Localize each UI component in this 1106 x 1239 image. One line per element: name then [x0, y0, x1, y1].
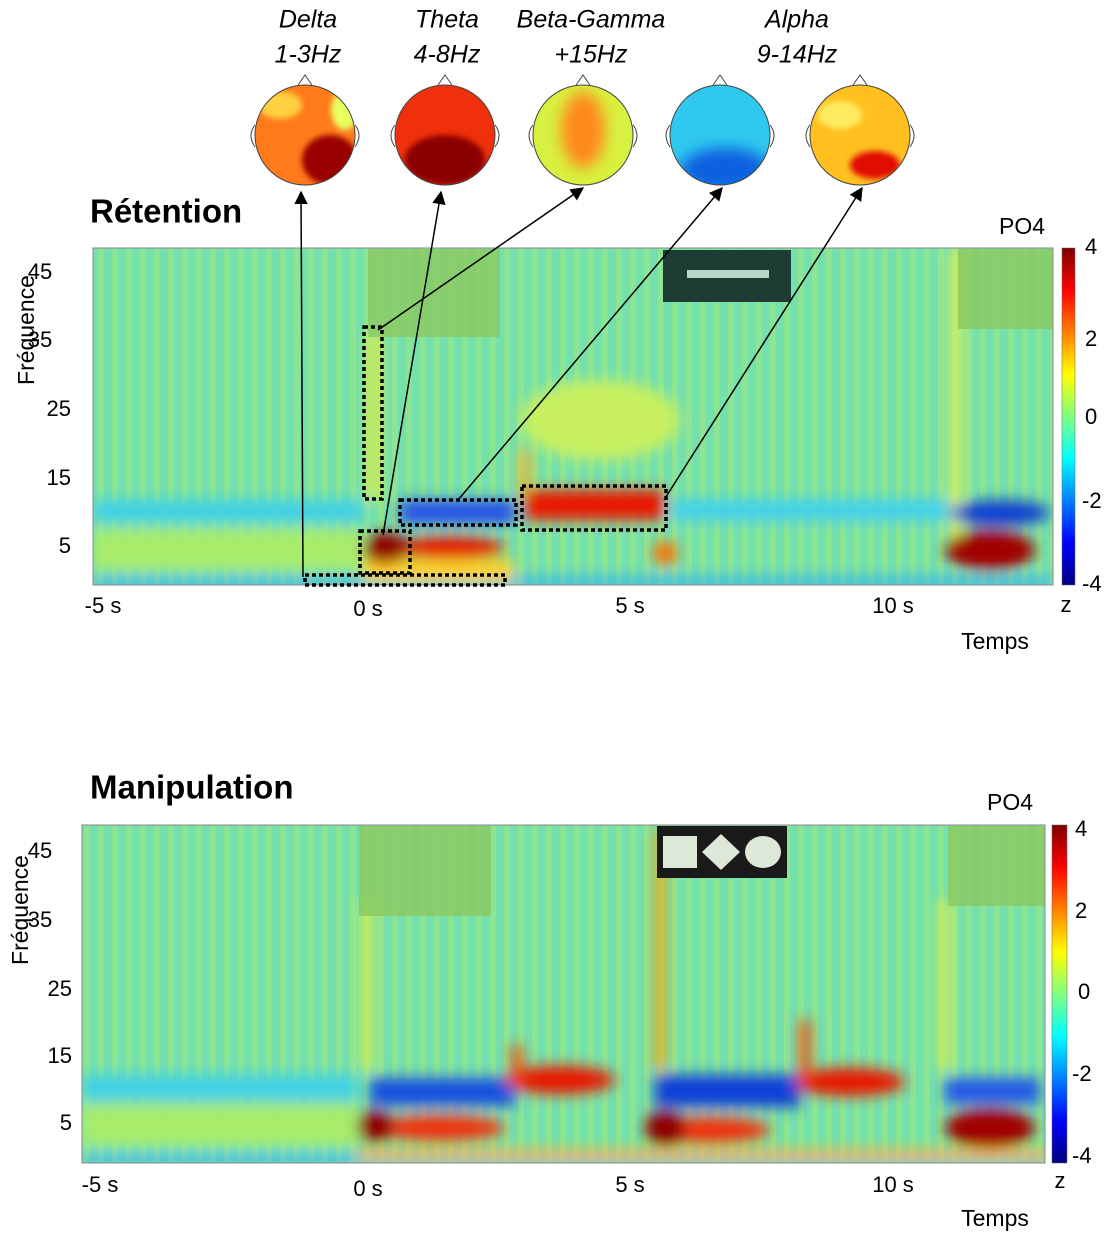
topomap-part-part — [405, 135, 485, 185]
colorbar-tick-label: -4 — [1082, 571, 1102, 596]
y-tick-label: 15 — [48, 1043, 72, 1068]
colorbar-tick-label: -4 — [1072, 1143, 1092, 1168]
topomap-part-part — [680, 148, 770, 192]
x-tick-label: -5 s — [82, 1172, 119, 1197]
heatmap-part-part — [800, 1020, 810, 1080]
heatmap-part — [958, 249, 1053, 329]
band-range: 9-14Hz — [757, 41, 838, 69]
colorbar-tick-label: 4 — [1075, 816, 1087, 841]
heatmap-part-part — [93, 500, 363, 522]
heatmap-part-part — [82, 1105, 357, 1145]
heatmap-part — [687, 270, 769, 278]
band-range: 1-3Hz — [275, 41, 342, 69]
heatmap — [82, 825, 1048, 1163]
y-tick-label: 15 — [47, 465, 71, 490]
topomap-part — [665, 80, 775, 192]
heatmap-part-part — [945, 1108, 1035, 1148]
heatmap-part-part — [645, 1110, 685, 1146]
band-range: +15Hz — [555, 41, 628, 69]
heatmap-part-part — [512, 1045, 522, 1085]
x-tick-label: 10 s — [872, 1172, 914, 1197]
x-tick-label: -5 s — [85, 593, 122, 618]
topomap-part-part — [302, 135, 358, 185]
topomap — [250, 75, 915, 192]
colorbar-tick-label: 0 — [1085, 404, 1097, 429]
heatmap-part-part — [525, 490, 665, 520]
x-tick-label: 5 s — [615, 593, 644, 618]
heatmap-part-part — [653, 541, 677, 565]
channel-label: PO4 — [987, 789, 1033, 815]
topomap-part — [390, 80, 500, 190]
x-tick-label: 5 s — [615, 1172, 644, 1197]
heatmap-part-part — [400, 500, 515, 524]
topomap-part — [805, 80, 915, 190]
channel-label: PO4 — [999, 213, 1045, 239]
x-axis-label: Temps — [961, 1205, 1029, 1231]
colorbar-unit: z — [1061, 592, 1072, 617]
colorbar-unit: z — [1055, 1168, 1066, 1193]
band-range: 4-8Hz — [414, 41, 481, 69]
figure: Delta 1-3Hz Theta 4-8Hz Beta-Gamma +15Hz… — [0, 0, 1106, 1234]
band-name: Alpha — [763, 6, 829, 34]
band-name: Beta-Gamma — [517, 6, 666, 34]
heatmap-part-part — [375, 1115, 505, 1141]
band-name: Delta — [279, 6, 337, 34]
topomap-part-part — [250, 80, 360, 190]
band-name: Theta — [415, 6, 479, 34]
heatmap-part-part — [357, 1110, 393, 1142]
x-tick-label: 10 s — [872, 593, 914, 618]
topomap-part-part — [331, 90, 359, 130]
heatmap — [93, 248, 1053, 586]
panel-title: Manipulation — [90, 769, 293, 806]
heatmap-part — [663, 836, 697, 868]
panel-title: Rétention — [90, 193, 242, 230]
colorbar-tick-label: 2 — [1075, 898, 1087, 923]
topomap-part — [530, 80, 640, 190]
x-tick-label: 0 s — [353, 596, 382, 621]
heatmap-part — [948, 826, 1045, 906]
colorbar-tick-label: 4 — [1085, 234, 1097, 259]
heatmap-part-part — [940, 900, 950, 1070]
y-tick-label: 25 — [48, 976, 72, 1001]
heatmap-part-part — [93, 530, 363, 570]
colorbar-tick-label: -2 — [1082, 488, 1102, 513]
y-tick-label: 5 — [60, 1110, 72, 1135]
heatmap-part-part — [370, 1078, 515, 1106]
heatmap-part-part — [362, 900, 372, 1070]
heatmap-part-part — [368, 330, 380, 500]
heatmap-part-part — [670, 500, 950, 520]
page: { "topomaps": [ {"band": "Delta", "range… — [0, 0, 1106, 1234]
colorbar-tick-label: 2 — [1085, 326, 1097, 351]
topomap-part-part — [298, 75, 867, 85]
heatmap-part-part — [950, 500, 1050, 526]
heatmap-part-part — [363, 532, 407, 564]
topomap-part-part — [850, 151, 900, 179]
colorbar-tick-label: -2 — [1072, 1061, 1092, 1086]
y-axis-label: Fréquence — [13, 275, 39, 385]
colorbar-tick-label: 0 — [1078, 979, 1090, 1004]
heatmap-part-part — [655, 1075, 800, 1107]
heatmap-part — [359, 826, 491, 916]
topomap-part — [250, 80, 360, 190]
x-axis-label: Temps — [961, 628, 1029, 654]
heatmap-part-part — [358, 1150, 1048, 1160]
heatmap-part-part — [945, 530, 1035, 570]
y-tick-label: 5 — [59, 533, 71, 558]
colorbar — [1052, 825, 1067, 1163]
topomap-part-part — [561, 92, 605, 168]
topomap-part-part — [818, 101, 862, 129]
colorbar — [1062, 248, 1075, 585]
y-tick-label: 25 — [47, 396, 71, 421]
heatmap-part-part — [82, 1075, 357, 1100]
heatmap-part-part — [945, 1078, 1040, 1104]
y-axis-label: Fréquence — [7, 855, 33, 965]
heatmap-part — [745, 836, 781, 868]
heatmap-part-part — [520, 380, 680, 460]
heatmap-part-part — [795, 1068, 905, 1096]
x-tick-label: 0 s — [353, 1176, 382, 1201]
